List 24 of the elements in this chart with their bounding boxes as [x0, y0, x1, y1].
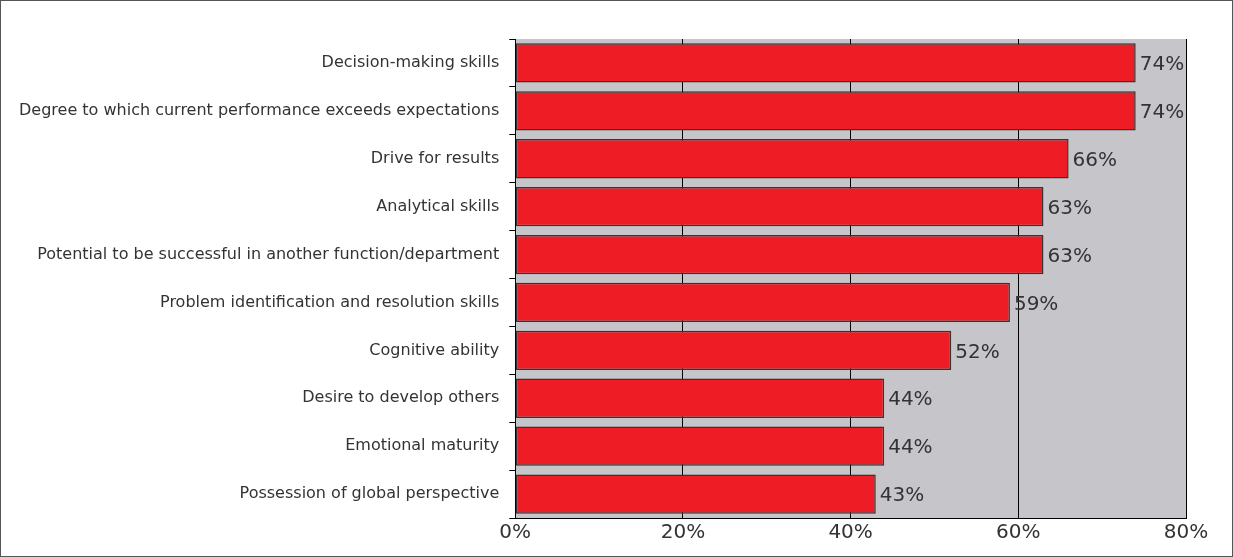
y-tick-label: Problem identification and resolution skills: [160, 291, 500, 311]
x-tick-label: 60%: [996, 519, 1041, 544]
data-label: 52%: [955, 338, 1000, 363]
data-label: 74%: [1139, 51, 1185, 76]
y-tick-label: Decision-making skills: [321, 52, 500, 72]
data-label: 74%: [1139, 99, 1185, 124]
y-tick-label: Analytical skills: [376, 195, 500, 215]
data-label: 44%: [888, 386, 933, 411]
data-label: 43%: [879, 482, 925, 507]
y-tick-label: Potential to be successful in another function/department: [37, 243, 500, 263]
x-tick-label: 0%: [499, 519, 532, 544]
y-tick-label: Degree to which current performance exceeds expectations: [18, 100, 500, 120]
data-label: 63%: [1047, 242, 1092, 267]
y-tick-label: Possession of global perspective: [239, 483, 500, 503]
y-tick-label: Emotional maturity: [345, 435, 500, 455]
y-tick-label: Desire to develop others: [302, 387, 500, 407]
y-tick-label: Cognitive ability: [369, 339, 500, 359]
y-tick-label: Drive for results: [370, 147, 500, 167]
data-label: 63%: [1047, 194, 1092, 219]
x-tick-label: 40%: [828, 519, 873, 544]
data-label: 66%: [1072, 146, 1118, 171]
x-tick-label: 80%: [1163, 519, 1209, 544]
data-label: 44%: [888, 434, 933, 459]
x-tick-label: 20%: [660, 519, 706, 544]
